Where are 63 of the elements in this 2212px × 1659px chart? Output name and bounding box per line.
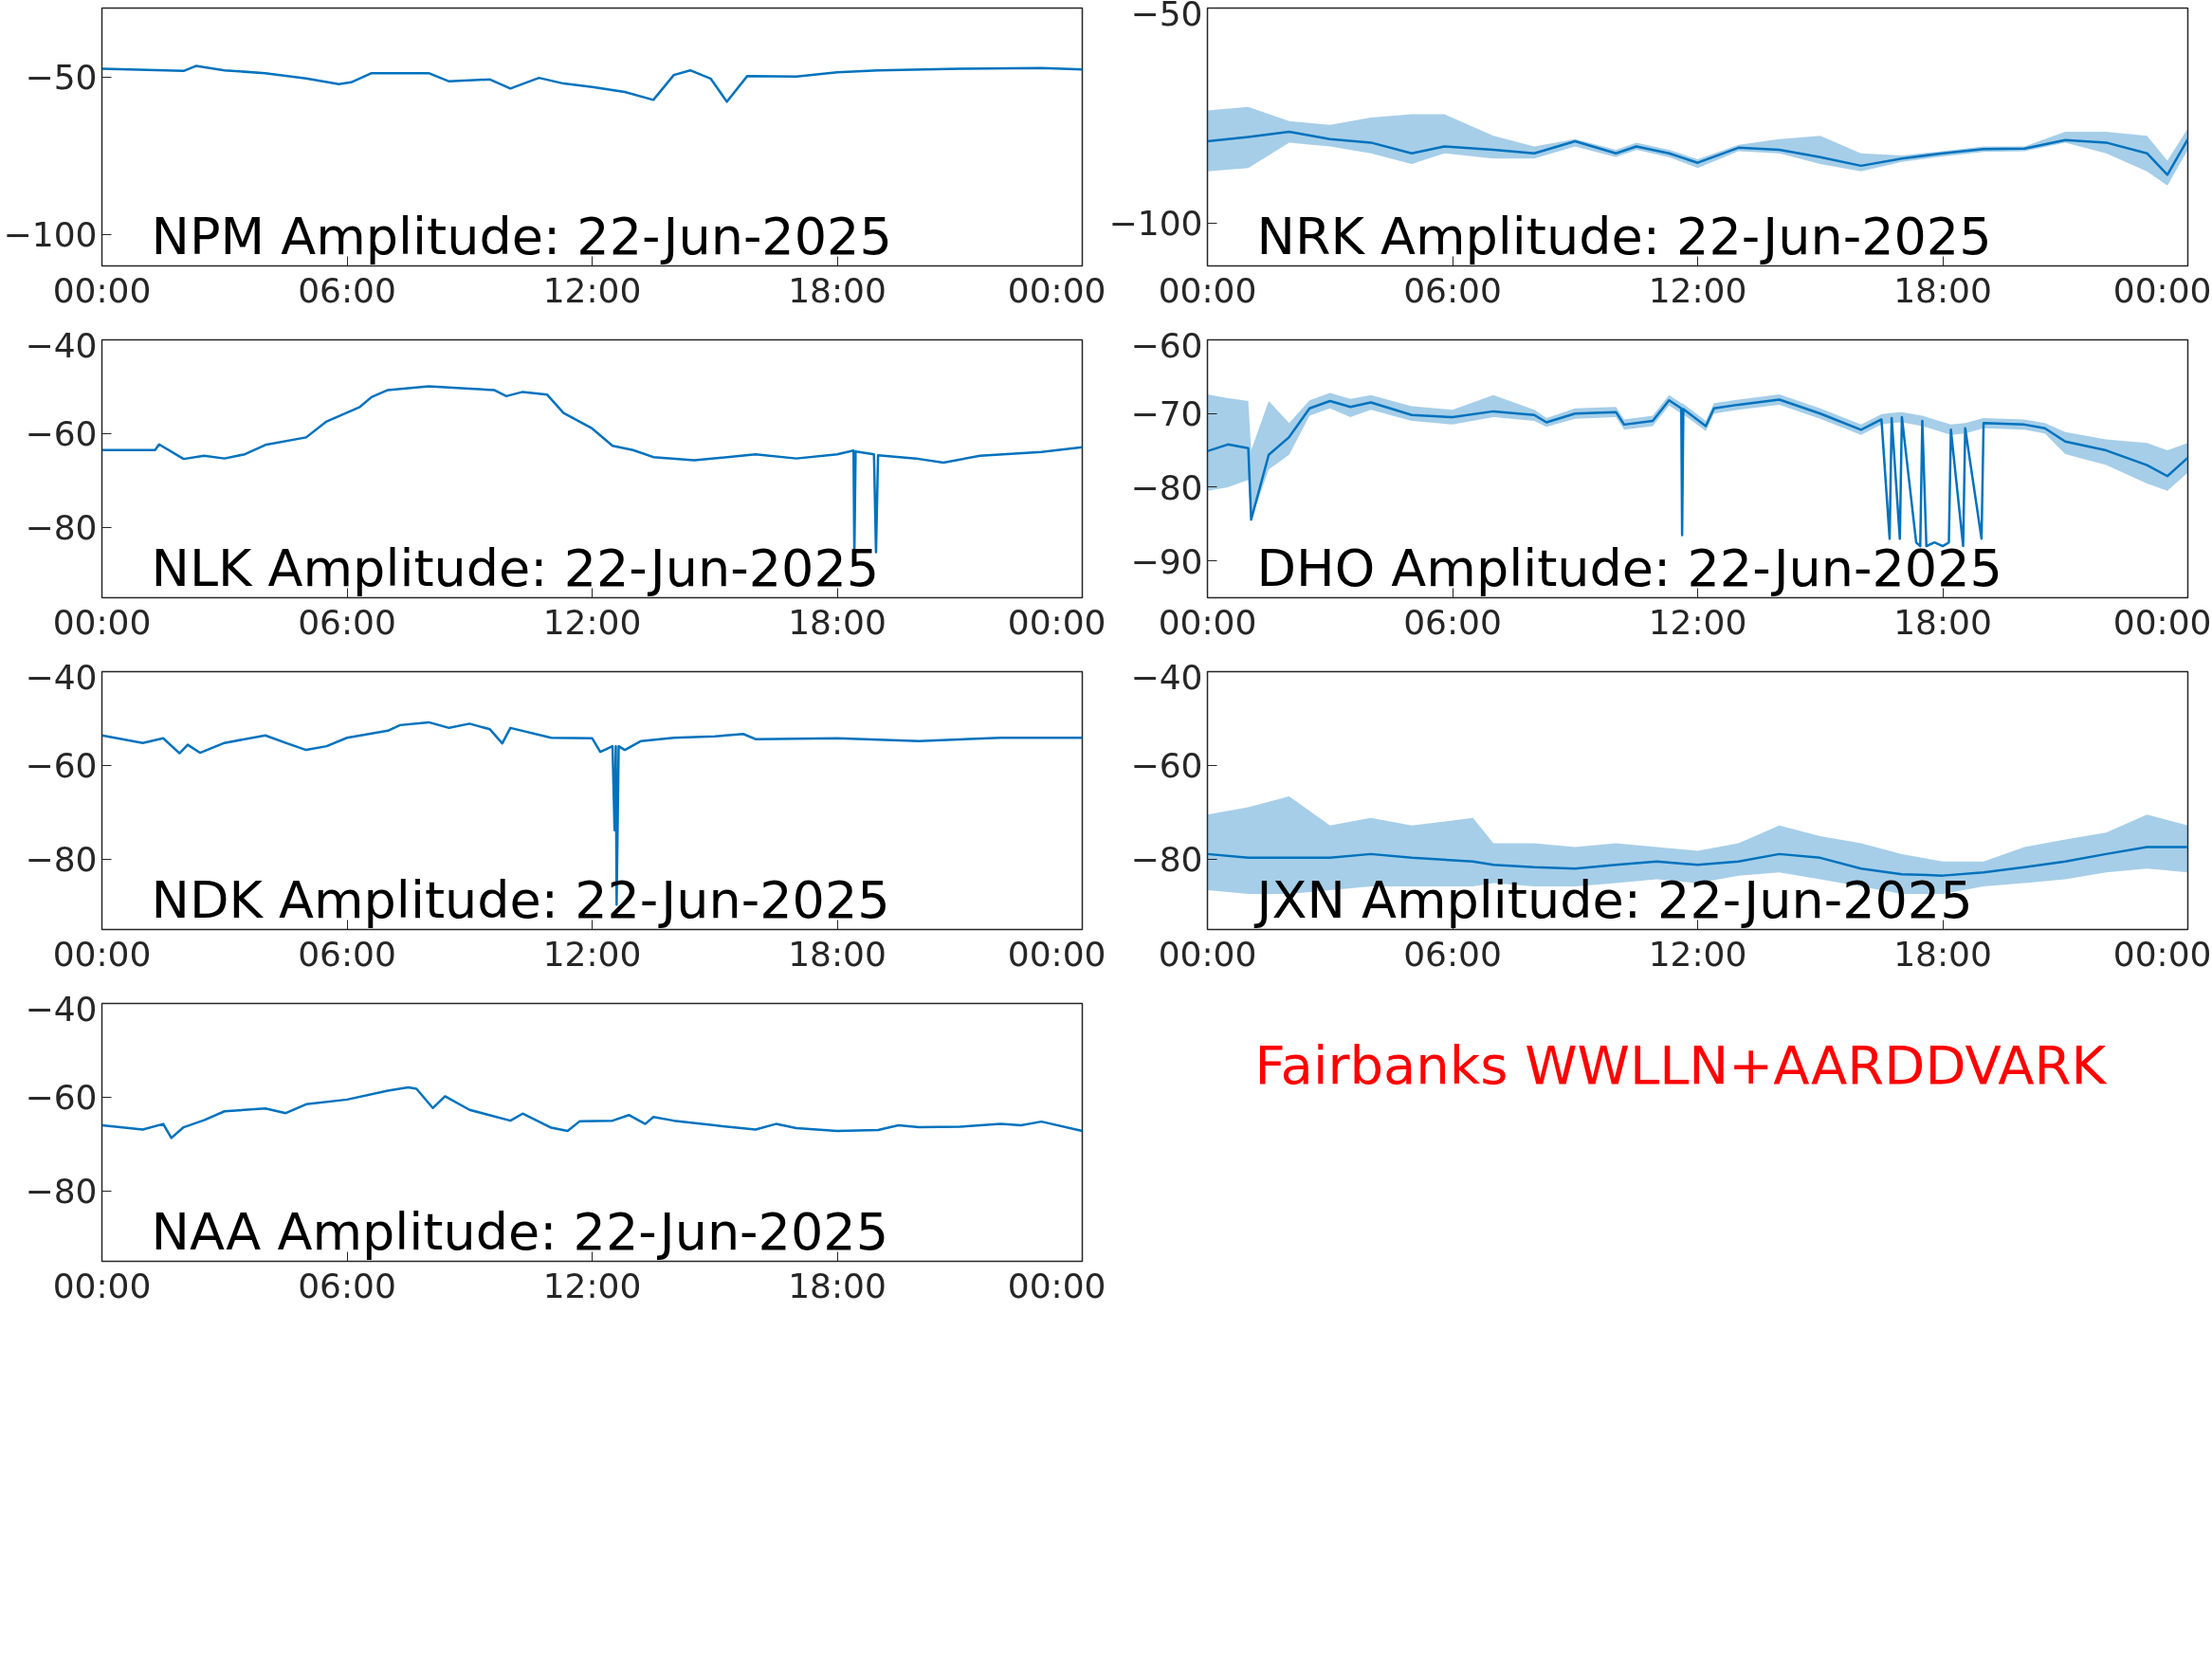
text: NDK Amplitude: 22-Jun-2025 [151,869,890,930]
x-tick-label: 12:00 [542,934,642,974]
x-tick-label: 12:00 [542,270,642,310]
text: NPM Amplitude: 22-Jun-2025 [151,206,892,266]
y-tick-label: −50 [1130,0,1203,33]
x-tick-label: 00:00 [1007,934,1106,974]
y-tick-label: −90 [1130,541,1203,581]
x-tick-label: 06:00 [298,602,396,642]
x-tick-label: 00:00 [52,270,152,310]
x-tick-label: 12:00 [1648,602,1747,642]
x-tick-label: 06:00 [298,270,396,310]
y-tick-label: −40 [25,657,98,697]
x-tick-label: 00:00 [2112,270,2212,310]
text: JXN Amplitude: 22-Jun-2025 [1253,869,1973,930]
y-tick-label: −70 [1130,394,1203,434]
y-tick-label: −80 [1130,467,1203,507]
x-tick-label: 00:00 [1158,934,1257,974]
y-tick-label: −80 [25,508,98,548]
y-tick-label: −80 [1130,840,1203,880]
y-tick-label: −60 [1130,325,1203,365]
x-tick-label: 00:00 [1158,270,1257,310]
x-tick-label: 12:00 [1648,934,1747,974]
y-tick-label: −60 [25,746,98,786]
x-tick-label: 00:00 [2112,602,2212,642]
x-tick-label: 00:00 [52,602,152,642]
x-tick-label: 18:00 [788,1266,887,1305]
x-tick-label: 00:00 [2112,934,2212,974]
y-tick-label: −40 [1130,657,1203,697]
x-tick-label: 06:00 [1403,934,1502,974]
x-tick-label: 12:00 [1648,270,1747,310]
y-tick-label: −60 [25,1078,98,1118]
x-tick-label: 18:00 [1893,602,1992,642]
text: NAA Amplitude: 22-Jun-2025 [151,1201,889,1262]
x-tick-label: 06:00 [1403,270,1502,310]
x-tick-label: 06:00 [298,934,396,974]
x-tick-label: 18:00 [788,270,887,310]
text: NLK Amplitude: 22-Jun-2025 [151,538,880,598]
y-tick-label: −60 [25,414,98,454]
x-tick-label: 00:00 [1007,270,1106,310]
text: Fairbanks WWLLN+AARDDVARK [1254,1033,2108,1096]
x-tick-label: 18:00 [788,602,887,642]
x-tick-label: 00:00 [1007,1266,1106,1305]
x-tick-label: 00:00 [52,934,152,974]
x-tick-label: 00:00 [52,1266,152,1305]
y-tick-label: −40 [25,989,98,1029]
y-tick-label: −50 [25,58,98,98]
y-tick-label: −60 [1130,746,1203,786]
y-tick-label: −80 [25,840,98,880]
y-tick-label: −100 [1108,204,1203,244]
text: NRK Amplitude: 22-Jun-2025 [1256,206,1992,266]
x-tick-label: 12:00 [542,1266,642,1305]
x-tick-label: 12:00 [542,602,642,642]
x-tick-label: 18:00 [788,934,887,974]
x-tick-label: 06:00 [298,1266,396,1305]
y-tick-label: −80 [25,1172,98,1212]
text: DHO Amplitude: 22-Jun-2025 [1256,538,2002,598]
y-tick-label: −100 [3,215,98,255]
x-tick-label: 00:00 [1007,602,1106,642]
y-tick-label: −40 [25,325,98,365]
x-tick-label: 18:00 [1893,934,1992,974]
x-tick-label: 18:00 [1893,270,1992,310]
x-tick-label: 06:00 [1403,602,1502,642]
x-tick-label: 00:00 [1158,602,1257,642]
